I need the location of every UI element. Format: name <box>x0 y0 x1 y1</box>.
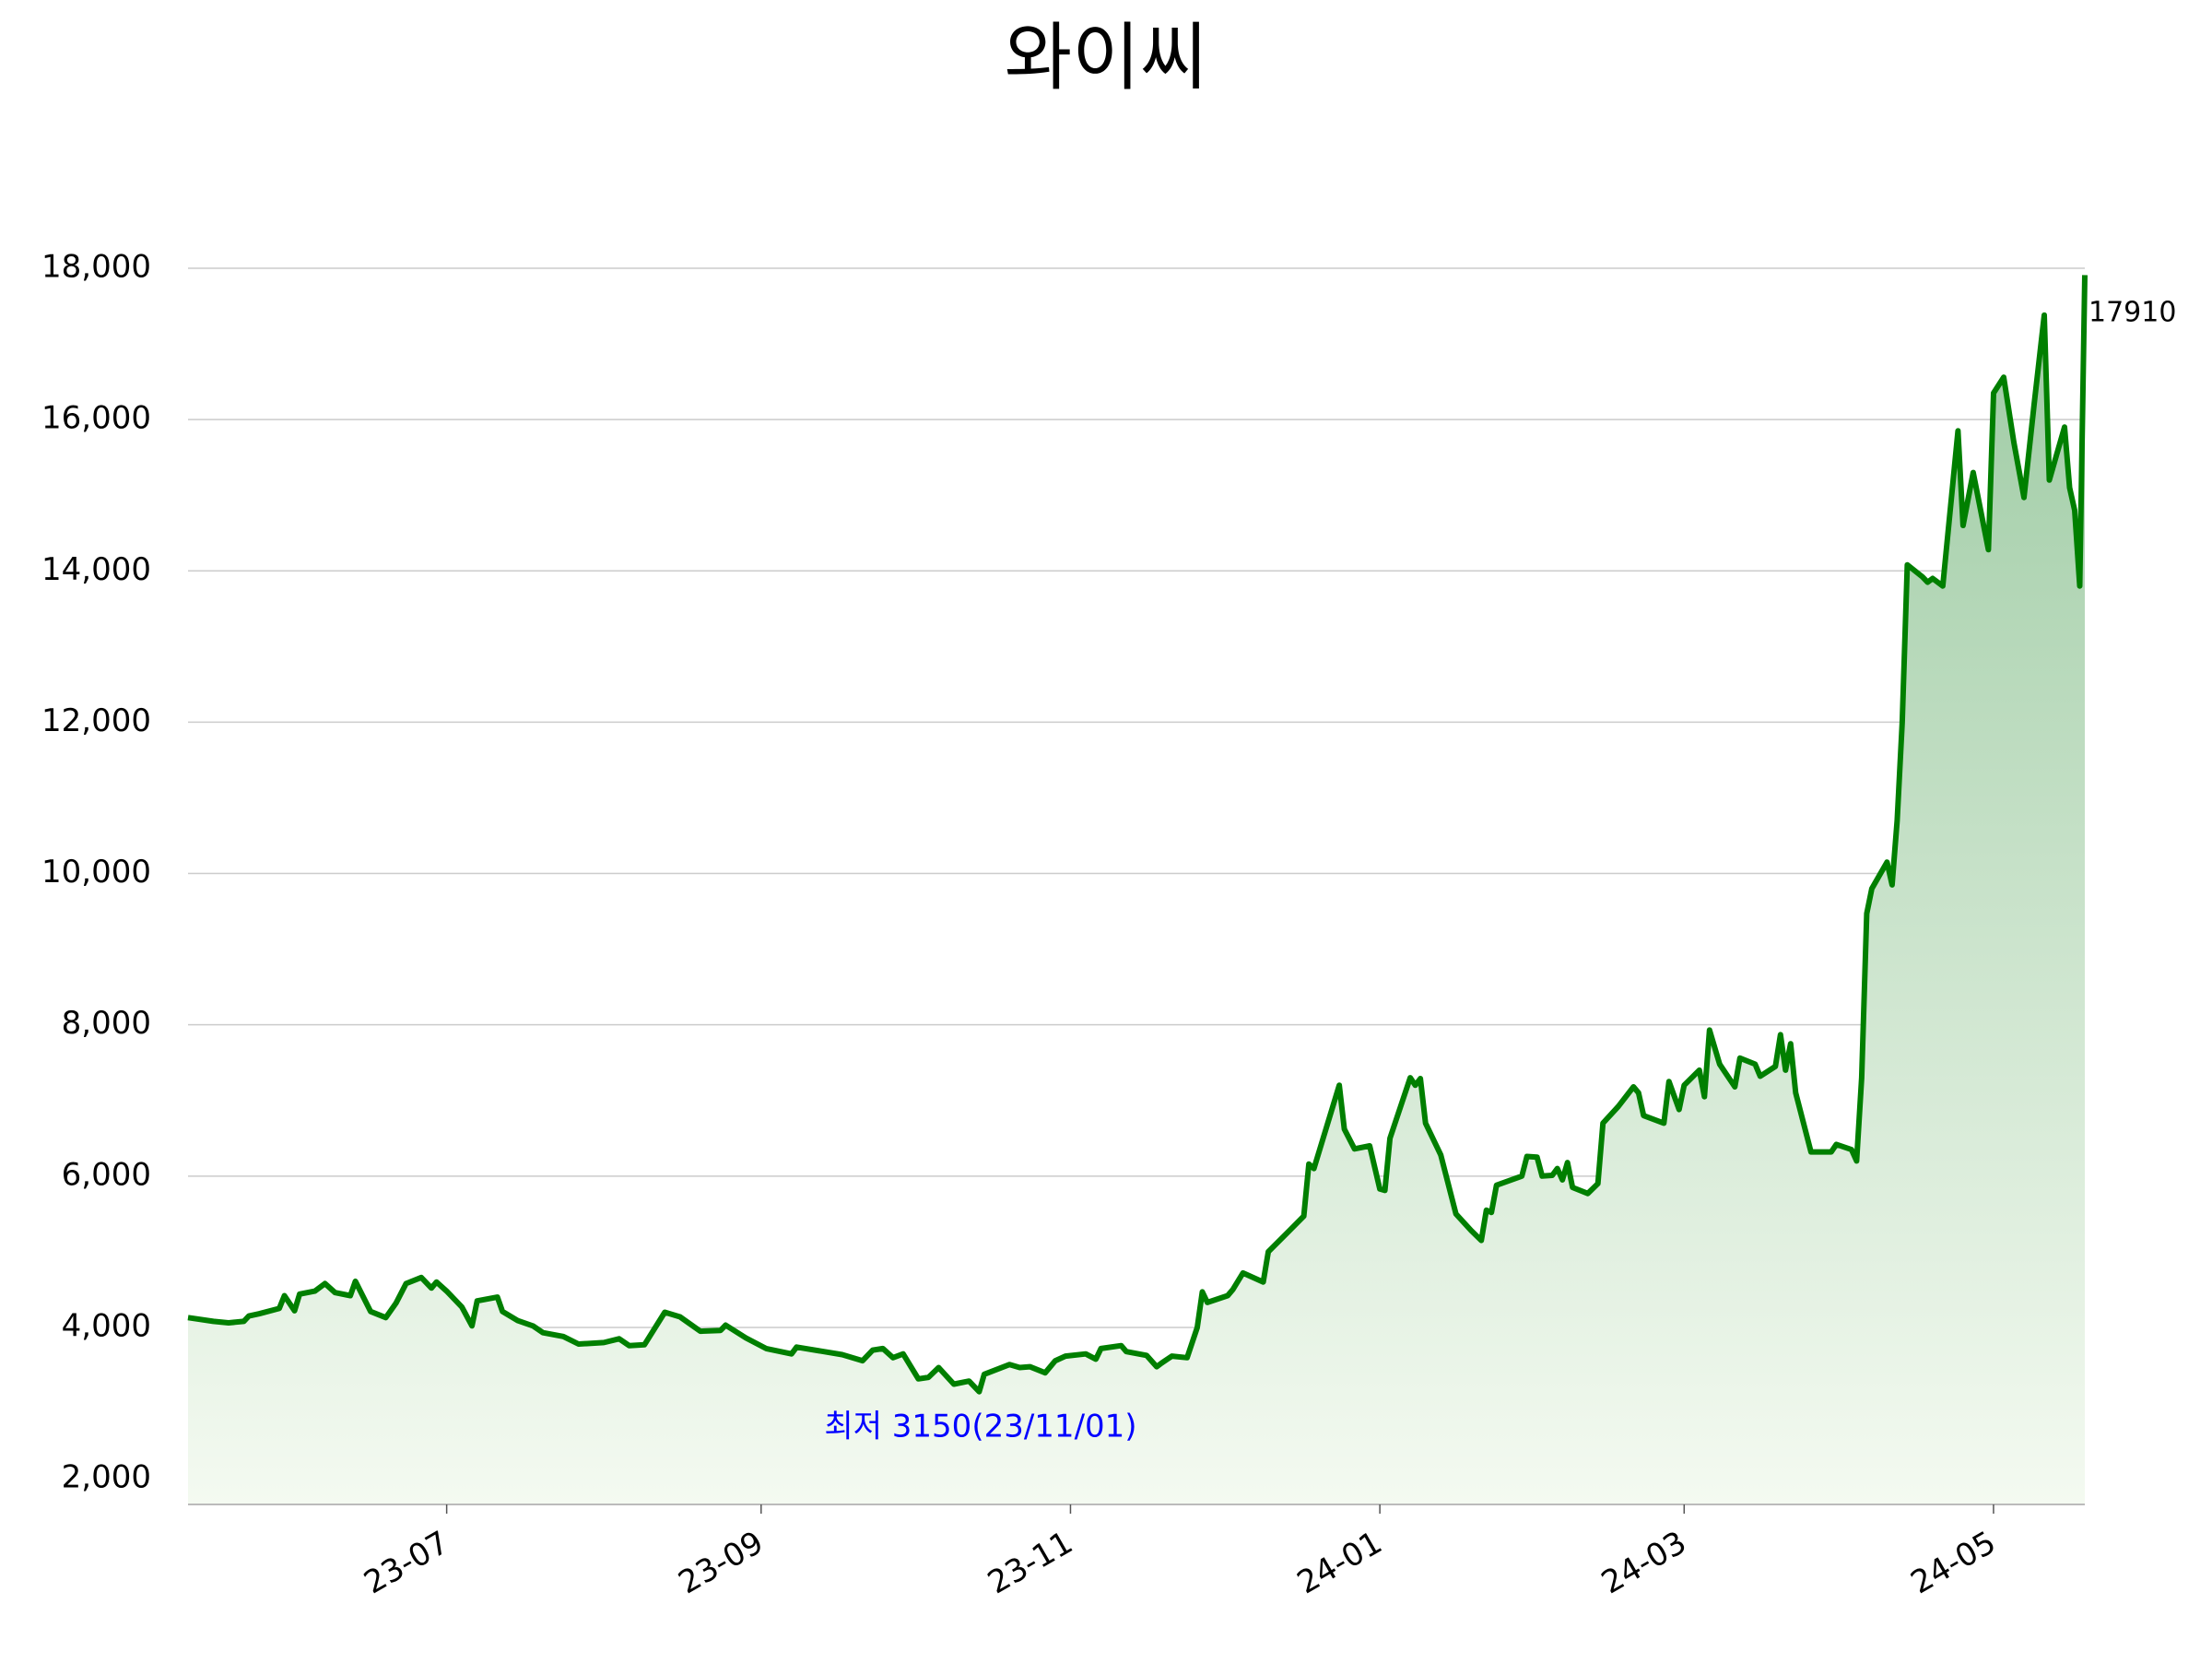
y-tick-label: 18,000 <box>41 249 151 286</box>
y-tick-label: 16,000 <box>41 400 151 437</box>
y-tick-label: 10,000 <box>41 854 151 890</box>
x-tick-label: 23-11 <box>982 1524 1079 1601</box>
min-annotation: 최저 3150(23/11/01) <box>824 1409 1136 1445</box>
price-area <box>188 275 2085 1504</box>
x-tick-label: 23-07 <box>358 1524 455 1601</box>
y-tick-label: 2,000 <box>62 1459 151 1496</box>
x-tick-label: 24-01 <box>1291 1524 1389 1601</box>
chart-title: 와이씨 <box>1005 15 1208 100</box>
y-tick-label: 8,000 <box>62 1005 151 1042</box>
y-tick-label: 6,000 <box>62 1156 151 1193</box>
x-tick-label: 23-09 <box>672 1524 770 1601</box>
y-tick-label: 4,000 <box>62 1307 151 1344</box>
y-tick-label: 12,000 <box>41 702 151 739</box>
x-tick-label: 24-03 <box>1595 1524 1693 1601</box>
y-tick-label: 14,000 <box>41 551 151 588</box>
last-value-annotation: 17910 <box>2088 297 2176 329</box>
price-line <box>187 275 2088 1395</box>
x-tick-label: 24-05 <box>1905 1524 2003 1601</box>
